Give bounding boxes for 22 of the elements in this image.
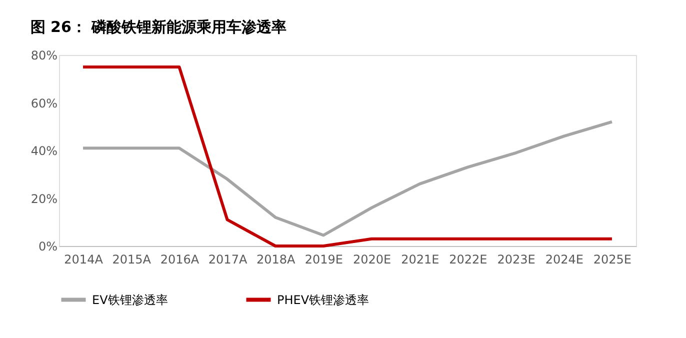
x-tick-label: 2018A [256,252,296,266]
x-tick-label: 2024E [545,252,584,266]
x-tick-label: 2025E [593,252,632,266]
x-tick-label: 2014A [64,252,104,266]
x-tick-label: 2015A [112,252,152,266]
x-tick-label: 2016A [160,252,200,266]
y-tick-label: 20% [30,192,58,206]
y-tick-label: 0% [38,240,58,254]
y-tick-label: 80% [30,48,58,62]
x-tick-label: 2017A [208,252,248,266]
chart-title: 图 26： 磷酸铁锂新能源乘用车渗透率 [30,18,287,36]
line-series [82,65,614,248]
x-tick-label: 2021E [401,252,440,266]
legend-label: PHEV铁锂渗透率 [277,292,370,307]
line-series [82,120,614,237]
x-tick-label: 2019E [304,252,344,266]
legend-label: EV铁锂渗透率 [92,292,168,307]
y-tick-label: 60% [30,96,58,110]
y-tick-label: 40% [30,144,58,158]
x-tick-label: 2020E [352,252,392,266]
x-tick-label: 2022E [449,252,488,266]
x-tick-label: 2023E [497,252,536,266]
